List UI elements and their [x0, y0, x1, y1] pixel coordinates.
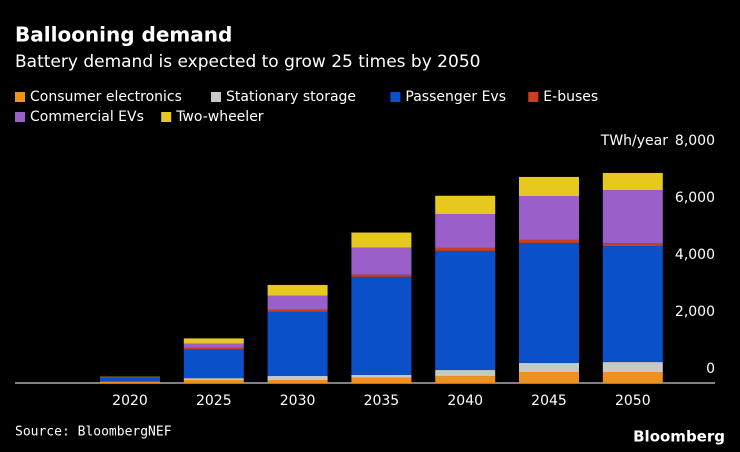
legend-label: E-buses [543, 89, 598, 105]
bar-segment [519, 242, 579, 363]
legend-swatch [528, 92, 539, 102]
legend-swatch [15, 112, 25, 122]
bar-segment [519, 372, 579, 383]
x-tick-label: 2025 [196, 393, 232, 409]
bar-segment [602, 362, 663, 373]
bar-segment [435, 250, 496, 371]
chart-subtitle: Battery demand is expected to grow 25 ti… [15, 52, 480, 72]
bar-segment [435, 370, 496, 377]
bar-segment [100, 377, 160, 382]
bar-segment [519, 239, 579, 243]
bar-segment [267, 380, 328, 383]
bar-segment [183, 347, 244, 350]
x-tick-label: 2050 [615, 393, 651, 409]
bar-segment [351, 232, 412, 248]
bar-segment [602, 190, 663, 244]
bar-segment [267, 284, 328, 296]
bar-segment [183, 343, 244, 348]
y-tick-label: 8,000 [675, 133, 715, 149]
legend-swatch [161, 112, 172, 122]
legend-label: Two-wheeler [175, 109, 264, 125]
bar-segment [519, 196, 579, 240]
bar-segment [100, 377, 160, 378]
bar-segment [183, 338, 244, 344]
bar-segment [435, 213, 496, 248]
bar-segment [435, 247, 496, 251]
y-tick-label: 0 [706, 361, 715, 377]
legend-label: Commercial EVs [30, 109, 144, 125]
bar-segment [183, 380, 244, 383]
bar-segment [435, 376, 496, 383]
bar-segment [351, 377, 412, 383]
x-tick-label: 2040 [447, 393, 483, 409]
bar-segment [602, 246, 663, 363]
bar-segment [267, 309, 328, 312]
x-tick-label: 2035 [364, 393, 400, 409]
bar-segment [519, 176, 579, 197]
x-tick-label: 2045 [531, 393, 567, 409]
brand: Bloomberg [633, 428, 725, 446]
bar-segment [183, 349, 244, 379]
bar-segment [267, 376, 328, 381]
y-tick-label: 2,000 [675, 304, 715, 320]
bar-segment [602, 172, 663, 191]
legend-label: Passenger Evs [405, 89, 506, 105]
bar-segment [100, 381, 160, 383]
source: Source: BloombergNEF [15, 425, 172, 440]
bar-segment [267, 311, 328, 377]
legend-swatch [15, 92, 25, 102]
bar-segment [519, 362, 579, 373]
bar-segment [351, 276, 412, 375]
legend-swatch [211, 92, 221, 102]
bar-segment [351, 247, 412, 275]
legend-swatch [390, 92, 401, 102]
y-tick-label: 4,000 [675, 247, 715, 263]
legend-label: Stationary storage [226, 89, 356, 105]
bar-segment [602, 372, 663, 383]
x-tick-label: 2030 [280, 393, 316, 409]
y-axis-label: TWh/year [600, 133, 668, 149]
bar-segment [602, 243, 663, 247]
bar-segment [267, 295, 328, 310]
x-tick-label: 2020 [112, 393, 148, 409]
y-tick-label: 6,000 [675, 190, 715, 206]
bar-segment [435, 195, 496, 214]
chart-title: Ballooning demand [15, 23, 232, 47]
bar-segment [183, 378, 244, 381]
legend-label: Consumer electronics [30, 89, 182, 105]
bar-segment [351, 374, 412, 378]
bar-segment [351, 274, 412, 277]
